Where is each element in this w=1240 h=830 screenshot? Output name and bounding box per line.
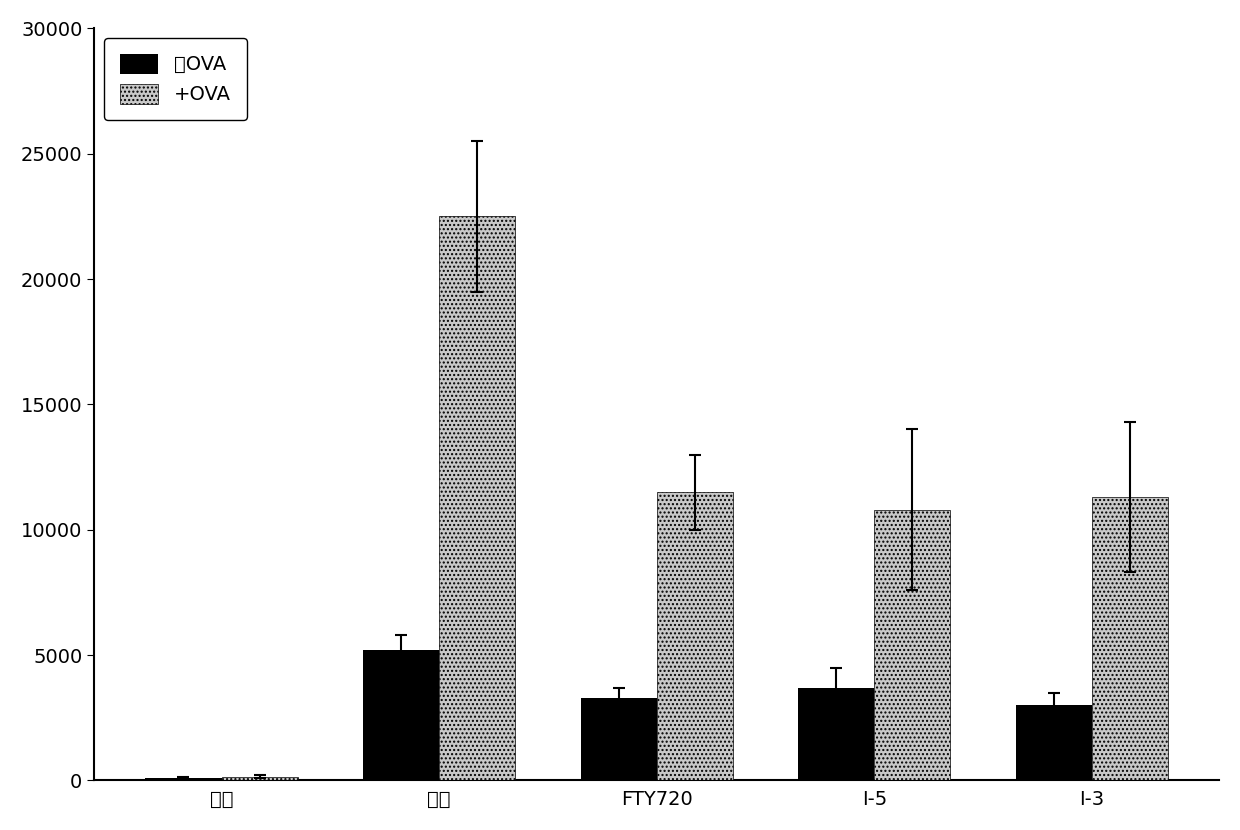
Bar: [1016, 706, 1092, 780]
Bar: [799, 688, 874, 780]
Bar: [439, 217, 516, 780]
Bar: [580, 698, 657, 780]
Legend: 无OVA, +OVA: 无OVA, +OVA: [104, 38, 247, 120]
Bar: [657, 492, 733, 780]
Bar: [145, 778, 222, 780]
Bar: [222, 777, 298, 780]
Bar: [1092, 497, 1168, 780]
Bar: [363, 650, 439, 780]
Bar: [874, 510, 950, 780]
